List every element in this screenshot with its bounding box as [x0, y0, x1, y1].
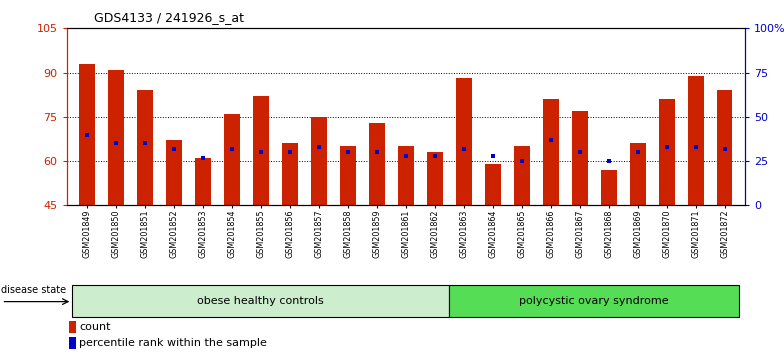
Text: polycystic ovary syndrome: polycystic ovary syndrome [519, 296, 669, 306]
Bar [572, 111, 587, 205]
Bar [166, 141, 182, 205]
Bar [224, 114, 240, 205]
Bar [281, 143, 298, 205]
Bar [79, 64, 95, 205]
Bar [659, 99, 674, 205]
Bar [310, 117, 327, 205]
Bar [485, 164, 501, 205]
Bar [601, 170, 616, 205]
Bar [514, 146, 530, 205]
Text: percentile rank within the sample: percentile rank within the sample [79, 338, 267, 348]
Bar [397, 146, 414, 205]
Bar [688, 75, 703, 205]
Bar [195, 158, 211, 205]
Bar [68, 337, 75, 349]
Bar [449, 285, 739, 317]
Bar [339, 146, 356, 205]
Bar [108, 70, 124, 205]
Bar [543, 99, 558, 205]
Bar [253, 96, 269, 205]
Bar [630, 143, 645, 205]
Text: GDS4133 / 241926_s_at: GDS4133 / 241926_s_at [94, 11, 244, 24]
Bar [368, 123, 385, 205]
Text: count: count [79, 322, 111, 332]
Bar [456, 79, 472, 205]
Bar [72, 285, 449, 317]
Bar [717, 90, 732, 205]
Text: obese healthy controls: obese healthy controls [198, 296, 325, 306]
Bar [68, 321, 75, 333]
Text: disease state: disease state [2, 285, 67, 295]
Bar [137, 90, 153, 205]
Bar [426, 152, 443, 205]
